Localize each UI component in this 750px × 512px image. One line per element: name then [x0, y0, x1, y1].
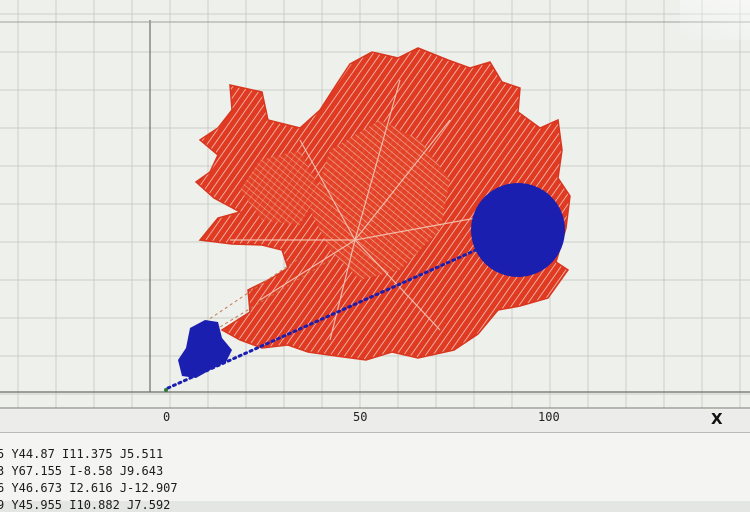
x-axis-label: X: [711, 410, 723, 428]
toolpath-canvas[interactable]: [0, 0, 750, 410]
gcode-line: 9 Y45.955 I10.882 J7.592: [0, 498, 171, 512]
x-tick-label-0: 0: [163, 410, 171, 424]
start-point-marker[interactable]: [178, 320, 232, 378]
toolpath-region: [194, 47, 571, 361]
toolpath-inner-hatch-2: [240, 150, 320, 225]
gcode-line: 5 Y44.87 I11.375 J5.511: [0, 447, 164, 461]
gcode-line: 3 Y67.155 I-8.58 J9.643: [0, 464, 164, 478]
x-tick-label-50: 50: [353, 410, 368, 424]
toolpath-plot-panel[interactable]: 0 50 100 X: [0, 0, 750, 428]
gcode-line: 6 Y46.673 I2.616 J-12.907: [0, 481, 178, 495]
origin-point: [164, 388, 168, 392]
x-tick-label-100: 100: [538, 410, 560, 424]
rapid-path-thin-1: [204, 257, 301, 323]
tool-position-marker[interactable]: [471, 183, 565, 277]
rapid-path-thin-2: [214, 259, 331, 331]
gcode-console[interactable]: 5 Y44.87 I11.375 J5.511 3 Y67.155 I-8.58…: [0, 432, 750, 512]
